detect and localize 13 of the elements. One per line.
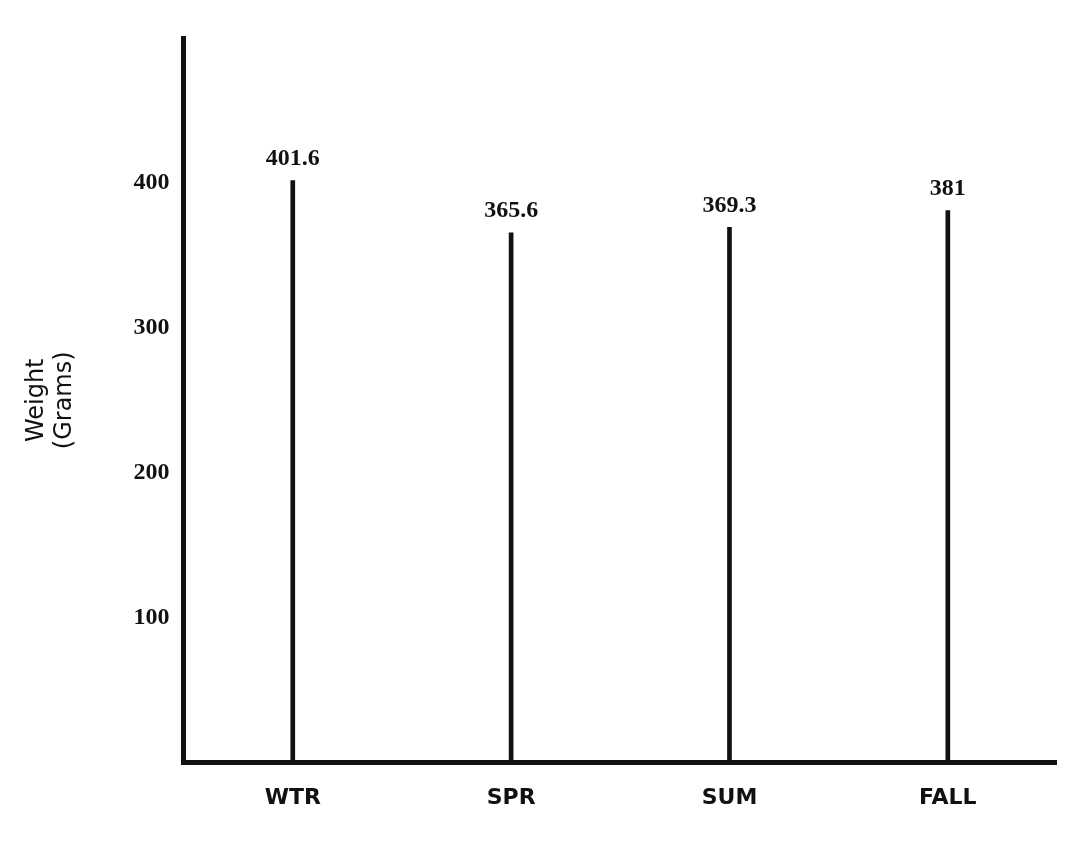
y-tick-label: 200 [133,457,170,484]
y-axis-title: Weight (Grams) [20,351,78,450]
data-label: 365.6 [484,195,539,222]
y-tick-label: 300 [133,313,170,340]
x-tick-label: WTR [264,783,321,809]
y-tick-label: 100 [133,602,170,629]
x-tick-label: SPR [486,783,536,809]
y-tick-label: 400 [133,168,170,195]
data-label: 369.3 [702,190,757,217]
x-tick-label: FALL [919,783,977,809]
data-label: 381 [929,173,966,200]
x-tick-label: SUM [701,783,758,809]
data-label: 401.6 [265,143,320,170]
